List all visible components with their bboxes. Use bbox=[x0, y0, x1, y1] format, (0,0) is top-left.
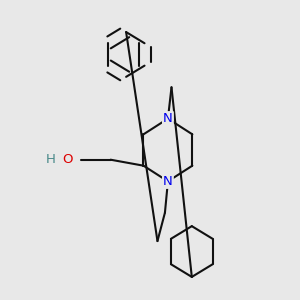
Text: O: O bbox=[62, 153, 72, 166]
Text: N: N bbox=[163, 175, 173, 188]
Text: N: N bbox=[163, 112, 173, 125]
Text: H: H bbox=[46, 153, 56, 166]
